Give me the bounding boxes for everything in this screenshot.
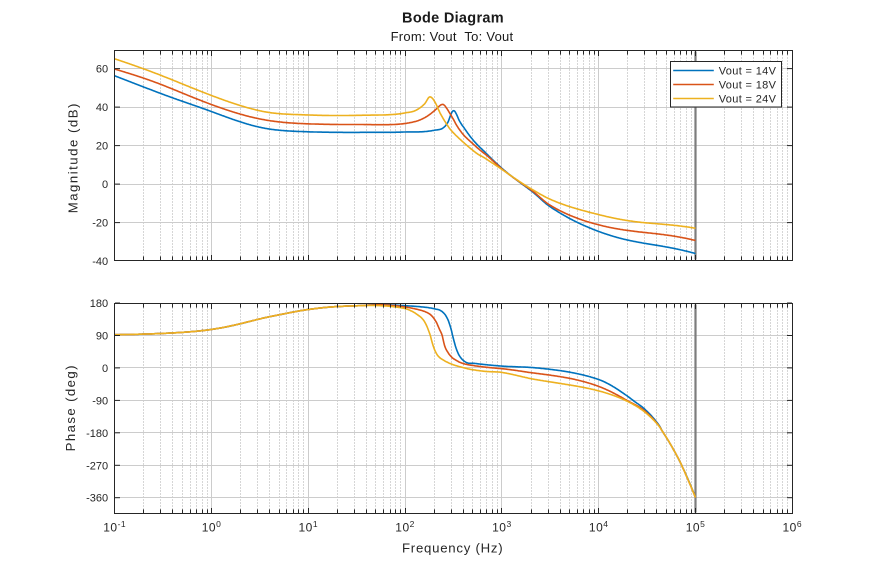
svg-text:-20: -20 xyxy=(92,218,108,230)
svg-text:Phase (deg): Phase (deg) xyxy=(63,364,78,451)
svg-text:180: 180 xyxy=(90,298,108,310)
svg-text:90: 90 xyxy=(96,331,108,343)
svg-text:From: Vout To: Vout: From: Vout To: Vout xyxy=(391,29,514,44)
svg-text:-90: -90 xyxy=(92,395,108,407)
svg-text:-270: -270 xyxy=(86,460,108,472)
svg-text:40: 40 xyxy=(96,102,108,114)
svg-text:Bode Diagram: Bode Diagram xyxy=(402,11,504,27)
svg-text:Vout = 18V: Vout = 18V xyxy=(719,80,777,92)
svg-text:101: 101 xyxy=(299,519,319,535)
svg-text:Frequency (Hz): Frequency (Hz) xyxy=(402,541,503,556)
svg-text:-40: -40 xyxy=(92,256,108,268)
svg-text:Vout = 24V: Vout = 24V xyxy=(719,94,777,106)
svg-text:105: 105 xyxy=(686,519,706,535)
svg-text:-360: -360 xyxy=(86,493,108,505)
svg-text:106: 106 xyxy=(783,519,803,535)
svg-text:104: 104 xyxy=(589,519,609,535)
svg-text:Vout = 14V: Vout = 14V xyxy=(719,66,777,78)
svg-text:103: 103 xyxy=(492,519,512,535)
svg-text:-180: -180 xyxy=(86,428,108,440)
svg-text:0: 0 xyxy=(102,363,108,375)
svg-text:102: 102 xyxy=(395,519,415,535)
svg-text:20: 20 xyxy=(96,141,108,153)
svg-text:0: 0 xyxy=(102,179,108,191)
svg-text:100: 100 xyxy=(202,519,222,535)
svg-text:Magnitude (dB): Magnitude (dB) xyxy=(65,102,80,213)
svg-text:60: 60 xyxy=(96,64,108,76)
